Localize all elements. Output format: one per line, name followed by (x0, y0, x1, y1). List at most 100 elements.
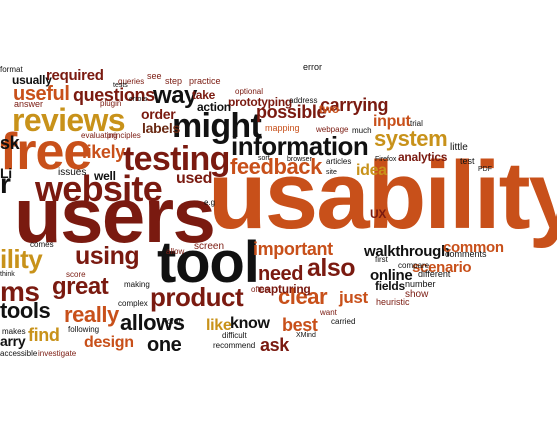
cloud-word: ility (0, 244, 43, 274)
cloud-word: sk (0, 133, 20, 153)
cloud-word: useful (13, 83, 70, 105)
cloud-word: think (0, 271, 15, 278)
cloud-word: find (28, 325, 60, 345)
cloud-word: usually (12, 73, 52, 87)
cloud-word: site (326, 169, 337, 176)
cloud-word: two (319, 102, 339, 116)
cloud-word: carrying (320, 95, 389, 115)
cloud-word: queries (118, 77, 145, 86)
cloud-word: using (75, 242, 140, 270)
cloud-word: great (52, 273, 109, 300)
cloud-word: practice (189, 76, 221, 86)
cloud-word: idea (356, 162, 387, 179)
cloud-word: common (443, 239, 504, 256)
cloud-word: website (35, 168, 163, 209)
cloud-word: trial (410, 119, 423, 128)
cloud-word: feedback (230, 154, 322, 179)
cloud-word: also (307, 254, 356, 282)
cloud-word: screen (194, 241, 225, 252)
cloud-word: ask (260, 335, 289, 355)
cloud-word: Li (0, 165, 12, 181)
cloud-word: labels (142, 120, 181, 136)
cloud-word: often (251, 285, 269, 294)
cloud-word: plugin (100, 99, 122, 108)
cloud-word: following (68, 325, 100, 334)
cloud-word: fields (375, 279, 405, 293)
cloud-word: allows (120, 310, 185, 335)
cloud-word: r (0, 168, 11, 199)
cloud-word: clear (278, 284, 328, 309)
cloud-word: mapping (265, 123, 300, 133)
cloud-word: take (192, 88, 216, 102)
cloud-word: show (405, 289, 429, 300)
cloud-word: walkthrough (364, 243, 450, 260)
cloud-word: making (124, 280, 150, 289)
cloud-word: tools (0, 298, 51, 323)
cloud-word: want (320, 308, 337, 317)
cloud-word: system (374, 126, 448, 151)
cloud-word: might (172, 107, 262, 145)
cloud-word: ms (0, 276, 40, 307)
cloud-word: PDF (478, 166, 492, 173)
cloud-word: well (94, 169, 116, 183)
cloud-word: best (282, 315, 318, 335)
cloud-word: carried (331, 317, 356, 326)
cloud-word: first (375, 255, 388, 264)
cloud-word: reviews (12, 102, 126, 138)
cloud-word: errors (129, 96, 148, 103)
cloud-word: need (258, 263, 304, 285)
cloud-word: comments (445, 249, 487, 259)
cloud-word: see (147, 71, 162, 81)
cloud-word: like (206, 317, 232, 334)
cloud-word: scenario (412, 259, 472, 276)
cloud-word: tool (157, 230, 260, 295)
cloud-word: sort (258, 155, 270, 162)
cloud-word: product (150, 282, 244, 312)
cloud-word: Form (162, 317, 181, 326)
cloud-word: know (230, 315, 270, 332)
cloud-word: evaluating (81, 131, 118, 140)
cloud-word: way (153, 82, 197, 109)
cloud-word: optional (235, 87, 264, 96)
cloud-word: e.g (204, 198, 216, 207)
cloud-word: prototyping (228, 95, 293, 109)
cloud-word: comes (30, 240, 54, 249)
cloud-word: design (84, 334, 134, 351)
cloud-word: score (66, 270, 86, 279)
cloud-word: action (197, 100, 231, 114)
cloud-word: accessible (0, 349, 38, 358)
cloud-word: answer (14, 99, 44, 109)
cloud-word: number (405, 279, 436, 289)
cloud-word: just (339, 288, 368, 307)
cloud-word: usability (208, 142, 557, 249)
cloud-word: likely (82, 142, 125, 162)
cloud-word: recommend (213, 341, 256, 350)
cloud-word: tests (113, 82, 128, 89)
cloud-word: really (64, 302, 119, 327)
cloud-word: analytics (398, 150, 448, 164)
cloud-word: one (147, 334, 182, 356)
cloud-word: questions (73, 85, 155, 105)
cloud-word: address (289, 96, 318, 105)
cloud-word: possible (256, 102, 327, 122)
cloud-word: different (418, 269, 451, 279)
cloud-word: compare (398, 261, 430, 270)
cloud-word: allow (166, 247, 185, 256)
cloud-word: webpage (316, 125, 349, 134)
cloud-word: difficult (222, 331, 247, 340)
cloud-word: much (352, 126, 372, 135)
cloud-word: required (46, 67, 104, 84)
cloud-word: issues (58, 167, 87, 178)
cloud-word: articles (326, 157, 352, 166)
cloud-word: format (0, 65, 23, 74)
cloud-word: heuristic (376, 297, 410, 307)
cloud-word: online (370, 267, 413, 284)
cloud-word: users (14, 171, 216, 259)
cloud-word: order (141, 106, 176, 122)
cloud-word: important (253, 239, 333, 259)
cloud-word: arry (0, 333, 26, 349)
cloud-word: input (373, 113, 411, 130)
cloud-word: error (303, 62, 323, 72)
cloud-word: testing (123, 140, 230, 178)
